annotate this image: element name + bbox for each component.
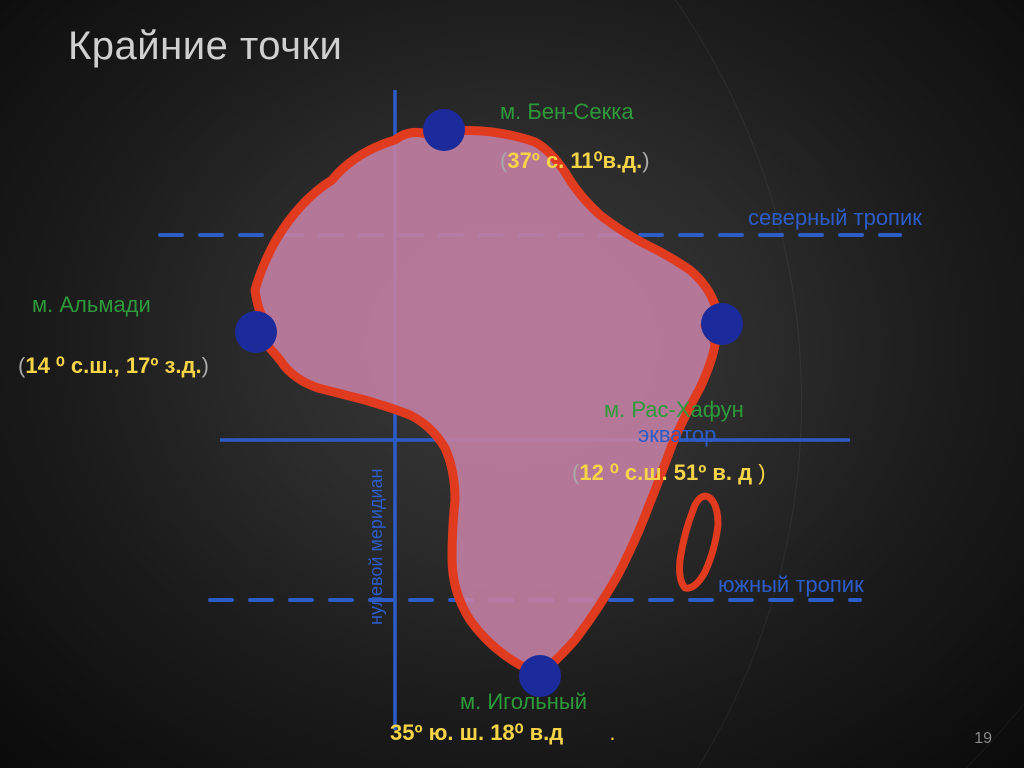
- cape-north-name: м. Бен-Секка: [500, 100, 634, 124]
- cape-east-coord: (12 ⁰ с.ш. 51º в. д ): [572, 460, 766, 486]
- cape-south-name: м. Игольный: [460, 690, 587, 714]
- equator-label: экватор: [638, 423, 716, 447]
- slide-number: 19: [974, 730, 992, 748]
- dot-north: [423, 109, 465, 151]
- meridian-label: нулевой меридиан: [367, 469, 387, 625]
- dot-east: [701, 303, 743, 345]
- cape-west-name: м. Альмади: [32, 293, 151, 317]
- tropic-north-label: северный тропик: [748, 206, 922, 230]
- cape-south-coord: 35º ю. ш. 18⁰ в.д .: [390, 720, 615, 746]
- madagascar-outline: [680, 496, 718, 588]
- cape-north-coord: (37º с. 11⁰в.д.): [500, 148, 650, 174]
- dot-west: [235, 311, 277, 353]
- tropic-south-label: южный тропик: [718, 573, 864, 597]
- cape-east-name: м. Рас-Хафун: [604, 398, 744, 422]
- cape-west-coord: (14 ⁰ с.ш., 17º з.д.): [18, 353, 209, 379]
- slide: Крайние точки м. Бен-Секка (37º с. 11⁰в.…: [0, 0, 1024, 768]
